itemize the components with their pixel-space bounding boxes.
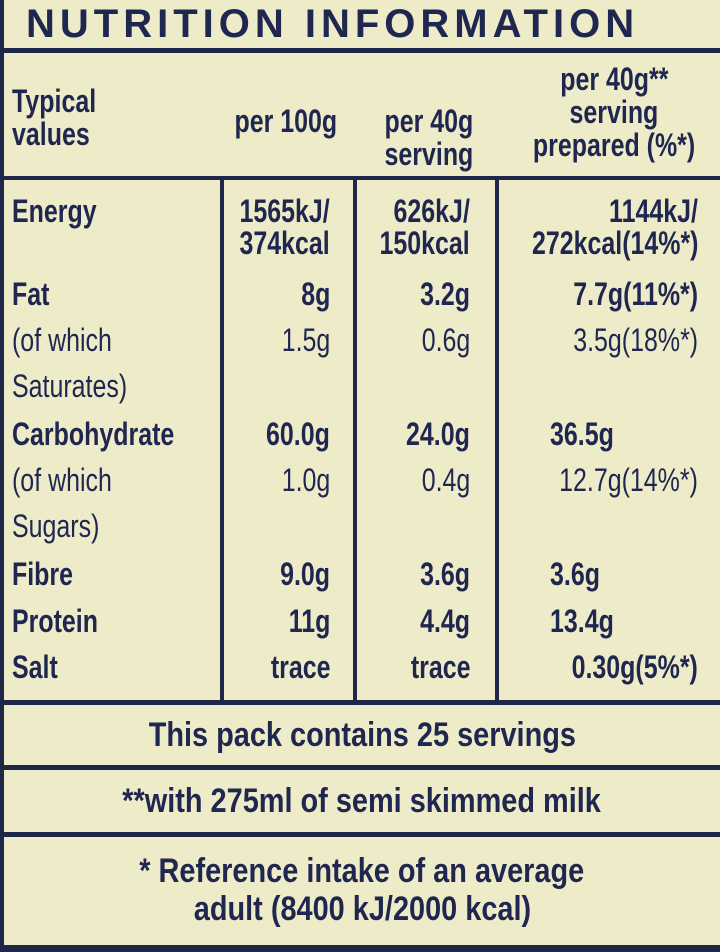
value-per-40g: 3.6g <box>406 558 470 590</box>
cell-text: 1144kJ/ <box>609 193 698 229</box>
value-per-40g: 24.0g <box>388 418 470 450</box>
header-line: values <box>12 116 90 152</box>
cell-text: 1.5g <box>281 322 330 358</box>
header-line: Typical <box>12 83 97 119</box>
value-per-100g: 1.0g <box>268 464 330 496</box>
cell-text: 1565kJ/ <box>239 193 330 229</box>
value-per-100g: 11g <box>277 605 330 637</box>
cell-text: Salt <box>12 649 58 685</box>
value-prepared: 3.5g(18%*) <box>538 324 698 356</box>
milk-note: **with 275ml of semi skimmed milk <box>4 770 720 832</box>
value-per-100g: trace <box>254 649 330 685</box>
cell-text: 150kcal <box>379 225 470 261</box>
cell-text: 0.4g <box>421 462 470 498</box>
cell-text: 626kJ/ <box>393 193 470 229</box>
row-label: Carbohydrate <box>12 418 220 450</box>
value-per-40g: trace <box>394 649 470 685</box>
row-label: Sugars) <box>12 510 124 542</box>
cell-text: 0.6g <box>421 322 470 358</box>
header-line: serving <box>384 136 474 172</box>
value-per-100g: 60.0g <box>248 418 330 450</box>
value-prepared: 12.7g(14%*) <box>520 464 698 496</box>
cell-text: Fat <box>12 276 50 312</box>
value-per-40g: 4.4g <box>406 605 470 637</box>
cell-text: 1.0g <box>281 462 330 498</box>
header-line: per 40g** <box>559 61 669 97</box>
cell-text: Protein <box>12 603 98 639</box>
header-per-40g: per 40g serving <box>359 105 499 171</box>
header-per-100g: per 100g <box>216 105 356 138</box>
reference-line: adult (8400 kJ/2000 kcal) <box>193 890 531 928</box>
value-prepared: 3.6g <box>550 558 614 590</box>
header-line: prepared (%*) <box>532 127 696 163</box>
cell-text: 3.6g <box>550 556 600 592</box>
row-label: (of which <box>12 464 140 496</box>
cell-text: 3.5g(18%*) <box>573 322 698 358</box>
row-label: (of which <box>12 324 140 356</box>
cell-text: Fibre <box>12 556 74 592</box>
value-per-100g: 1.5g <box>268 324 330 356</box>
reference-intake-note: * Reference intake of an average adult (… <box>4 837 720 945</box>
value-per-100g: 9.0g <box>266 558 330 590</box>
cell-text: Sugars) <box>12 508 100 544</box>
value-per-40g: 0.4g <box>408 464 470 496</box>
row-label: Protein <box>12 605 122 637</box>
cell-text: Saturates) <box>12 368 128 404</box>
header-typical-values: Typical values <box>12 85 120 151</box>
column-divider <box>353 180 357 700</box>
row-label: Fat <box>12 278 60 310</box>
header-line: per 100g <box>234 103 338 139</box>
value-prepared: 7.7g(11%*) <box>538 278 698 310</box>
servings-note: This pack contains 25 servings <box>4 705 720 765</box>
page-title: NUTRITION INFORMATION <box>26 2 640 46</box>
cell-text: 60.0g <box>266 416 330 452</box>
value-per-100g: 8g <box>293 278 330 310</box>
cell-text: 7.7g(11%*) <box>573 276 698 312</box>
row-label: Fibre <box>12 558 90 590</box>
value-per-40g: 3.2g <box>406 278 470 310</box>
cell-text: 11g <box>288 603 330 639</box>
cell-text: 13.4g <box>550 603 614 639</box>
row-label: Energy <box>12 195 120 227</box>
cell-text: 8g <box>300 276 330 312</box>
cell-text: 36.5g <box>550 416 614 452</box>
cell-text: 12.7g(14%*) <box>559 462 698 498</box>
cell-text: Energy <box>12 193 97 229</box>
header-row: Typical values per 100g per 40g serving … <box>4 53 720 176</box>
cell-text: 272kcal(14%*) <box>531 225 698 261</box>
value-prepared: 36.5g <box>550 418 632 450</box>
column-divider <box>220 180 224 700</box>
value-per-40g: 0.6g <box>408 324 470 356</box>
cell-text: 374kcal <box>239 225 330 261</box>
column-divider <box>495 180 499 700</box>
nutrition-table <box>4 180 720 700</box>
cell-text: trace <box>270 649 330 685</box>
row-label: Saturates) <box>12 370 160 402</box>
cell-text: 4.4g <box>420 603 470 639</box>
cell-text: 24.0g <box>406 416 470 452</box>
header-per-40g-prepared: per 40g** serving prepared (%*) <box>504 63 720 162</box>
value-per-40g: 626kJ/150kcal <box>354 195 470 259</box>
row-label: Salt <box>12 651 71 683</box>
servings-text: This pack contains 25 servings <box>148 716 576 754</box>
title-band: NUTRITION INFORMATION <box>4 0 720 48</box>
reference-line: * Reference intake of an average <box>139 852 585 890</box>
cell-text: Carbohydrate <box>12 416 175 452</box>
value-per-100g: 1565kJ/374kcal <box>214 195 330 259</box>
value-prepared: 13.4g <box>550 605 632 637</box>
cell-text: 0.30g(5%*) <box>571 649 698 685</box>
header-line: per 40g <box>384 103 474 139</box>
milk-text: **with 275ml of semi skimmed milk <box>122 782 602 820</box>
cell-text: trace <box>410 649 470 685</box>
cell-text: (of which <box>12 322 112 358</box>
cell-text: 3.6g <box>420 556 470 592</box>
header-line: serving <box>569 94 659 130</box>
cell-text: (of which <box>12 462 112 498</box>
value-prepared: 1144kJ/272kcal(14%*) <box>485 195 698 259</box>
cell-text: 3.2g <box>420 276 470 312</box>
value-prepared: 0.30g(5%*) <box>536 651 698 683</box>
cell-text: 9.0g <box>280 556 330 592</box>
